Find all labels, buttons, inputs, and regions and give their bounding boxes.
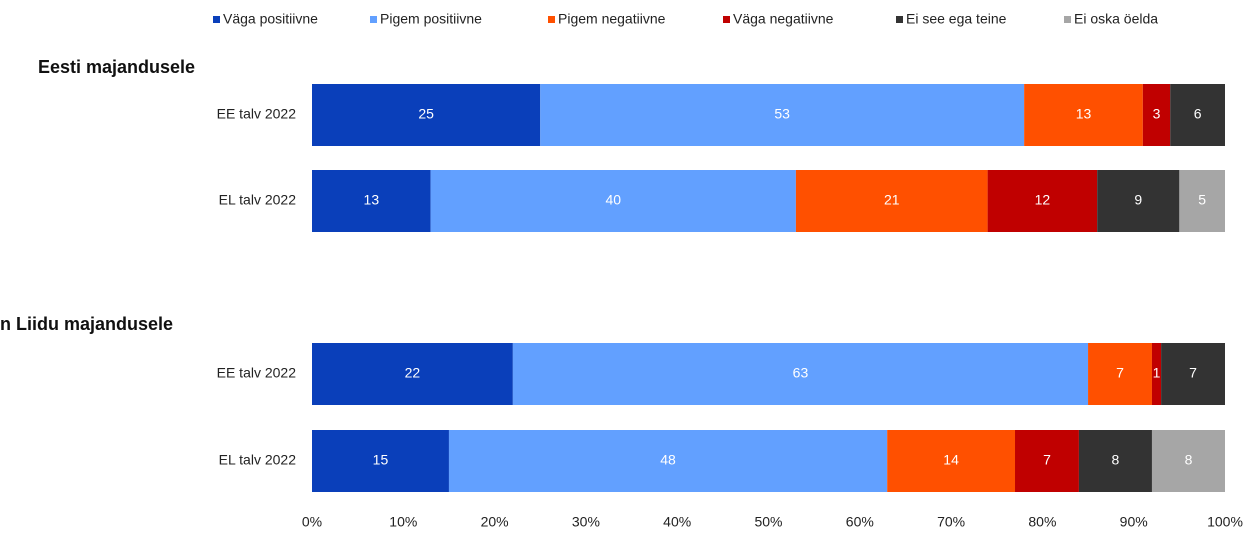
group-title: n Liidu majandusele [0,314,173,334]
bar-segment [1097,170,1180,232]
bar-segment [430,170,796,232]
value-label: 7 [1043,452,1051,468]
value-label: 21 [884,192,900,208]
value-label: 7 [1189,365,1197,381]
legend-label: Väga positiivne [223,11,318,27]
value-label: 9 [1134,192,1142,208]
bar-segment [1161,343,1225,405]
legend-swatch [370,16,377,23]
legend-swatch [723,16,730,23]
bar-segment [1179,170,1225,232]
bar-segment [512,343,1089,405]
value-label: 6 [1194,106,1202,122]
group-title: Eesti majandusele [38,57,195,77]
legend-label: Ei oska öelda [1074,11,1158,27]
x-tick-label: 90% [1120,514,1148,530]
x-tick-label: 100% [1207,514,1243,530]
x-tick-label: 40% [663,514,691,530]
value-label: 53 [774,106,790,122]
value-label: 22 [405,365,421,381]
value-label: 40 [606,192,622,208]
value-label: 25 [418,106,434,122]
bar-segment [1078,430,1152,492]
y-tick-label: EE talv 2022 [217,365,297,381]
bar-segment [795,170,988,232]
value-label: 13 [1076,106,1092,122]
legend-swatch [896,16,903,23]
x-tick-label: 30% [572,514,600,530]
legend-swatch [213,16,220,23]
x-tick-label: 80% [1028,514,1056,530]
bar-segment [448,430,888,492]
bar-segment [887,430,1016,492]
value-label: 12 [1035,192,1051,208]
y-tick-label: EL talv 2022 [219,452,297,468]
x-tick-label: 20% [481,514,509,530]
x-tick-label: 10% [389,514,417,530]
y-tick-label: EL talv 2022 [219,192,297,208]
legend-swatch [548,16,555,23]
bar-segment [1151,343,1162,405]
x-tick-label: 0% [302,514,322,530]
bar-segment [312,170,431,232]
legend-label: Pigem positiivne [380,11,482,27]
value-label: 14 [943,452,959,468]
bar-segment [1142,84,1171,146]
value-label: 8 [1185,452,1193,468]
bar-segment [987,170,1098,232]
bar-segment [312,84,541,146]
value-label: 1 [1153,365,1161,381]
legend-swatch [1064,16,1071,23]
legend-label: Väga negatiivne [733,11,834,27]
bar-segment [540,84,1025,146]
value-label: 3 [1153,106,1161,122]
bar-segment [1024,84,1143,146]
bar-segment [312,343,513,405]
bar-segment [1151,430,1225,492]
bar-segment [312,430,449,492]
legend-label: Pigem negatiivne [558,11,666,27]
x-tick-label: 60% [846,514,874,530]
legend-label: Ei see ega teine [906,11,1007,27]
value-label: 5 [1198,192,1206,208]
bar-segment [1015,430,1079,492]
value-label: 8 [1112,452,1120,468]
bar-segment [1088,343,1152,405]
x-tick-label: 70% [937,514,965,530]
value-label: 7 [1116,365,1124,381]
value-label: 15 [373,452,389,468]
y-tick-label: EE talv 2022 [217,106,297,122]
value-label: 63 [793,365,809,381]
x-tick-label: 50% [754,514,782,530]
value-label: 48 [660,452,676,468]
value-label: 13 [364,192,380,208]
bar-segment [1170,84,1225,146]
